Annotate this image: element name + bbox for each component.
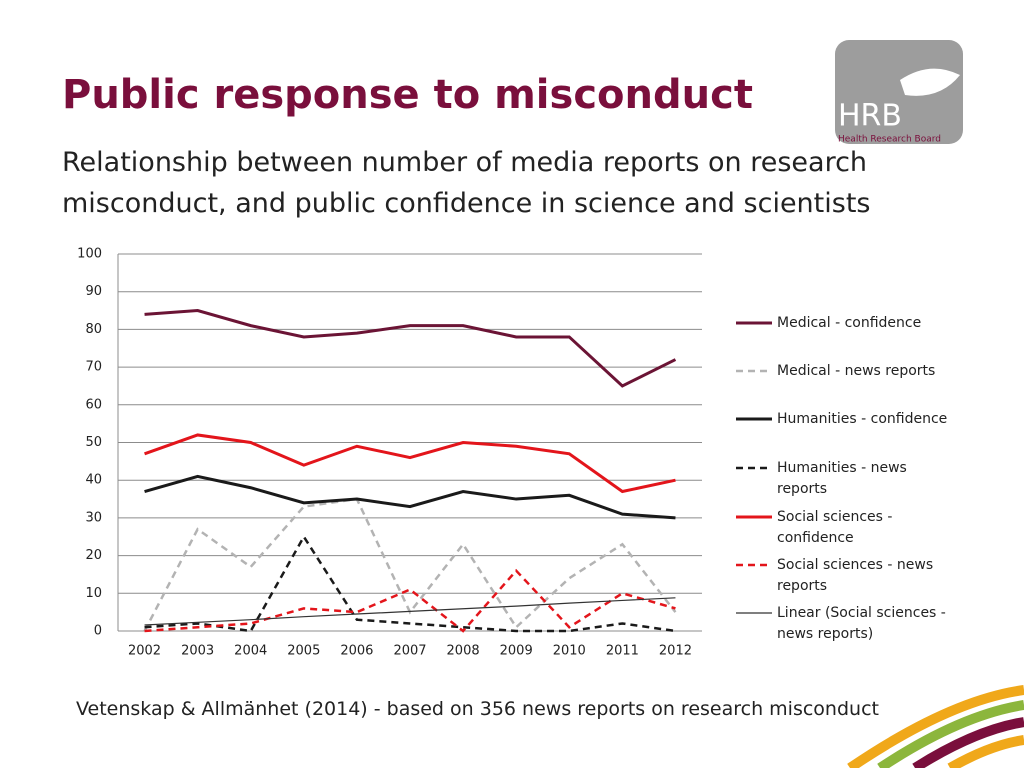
legend-label: Humanities - confidence [777, 411, 948, 427]
series-line [144, 474, 676, 520]
legend-label: Social sciences - confidence [777, 509, 893, 546]
logo-box [835, 40, 963, 144]
series-line [144, 433, 676, 494]
series-line [144, 534, 676, 633]
series-line [144, 568, 676, 633]
y-tick-label: 0 [94, 624, 102, 639]
y-tick-label: 90 [85, 284, 102, 299]
legend-label: Medical - news reports [777, 363, 936, 379]
x-tick-label: 2011 [606, 644, 639, 659]
x-tick-label: 2005 [287, 644, 320, 659]
title: Public response to misconduct [62, 72, 753, 118]
y-tick-label: 10 [85, 586, 102, 601]
x-tick-label: 2007 [393, 644, 426, 659]
legend-label: Social sciences - news reports [777, 557, 934, 594]
x-tick-label: 2003 [181, 644, 214, 659]
y-tick-label: 80 [85, 322, 102, 337]
y-tick-label: 60 [85, 397, 102, 412]
y-tick-label: 40 [85, 473, 102, 488]
source: Vetenskap & Allmänhet (2014) - based on … [76, 698, 879, 720]
y-tick-label: 30 [85, 510, 102, 525]
series-line [144, 309, 677, 388]
x-tick-label: 2006 [340, 644, 373, 659]
x-tick-label: 2010 [553, 644, 586, 659]
legend-label: Humanities - news reports [777, 460, 907, 497]
x-tick-label: 2009 [500, 644, 533, 659]
x-tick-label: 2004 [234, 644, 267, 659]
y-tick-label: 20 [85, 548, 102, 563]
y-tick-label: 50 [85, 435, 102, 450]
x-tick-label: 2012 [659, 644, 692, 659]
y-tick-label: 70 [85, 360, 102, 375]
logo-name: Health Research Board [838, 135, 941, 145]
logo-mark: HRB [838, 99, 902, 134]
series-line [143, 497, 677, 632]
y-tick-label: 100 [77, 247, 102, 262]
legend-label: Medical - confidence [777, 315, 922, 331]
x-tick-label: 2008 [447, 644, 480, 659]
series-line [144, 597, 676, 626]
logo-icon [900, 68, 960, 96]
x-tick-label: 2002 [128, 644, 161, 659]
subtitle: Relationship between number of media rep… [62, 147, 871, 219]
decoration [847, 685, 1024, 768]
legend-label: Linear (Social sciences - news reports) [777, 605, 946, 642]
